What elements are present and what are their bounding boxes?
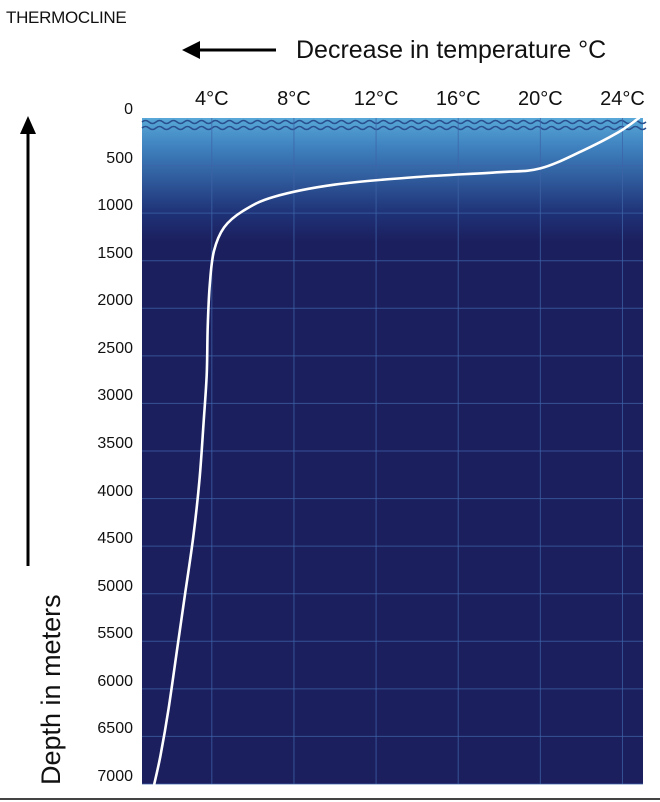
x-tick-label: 8°C xyxy=(277,88,311,110)
y-tick-label: 5500 xyxy=(97,625,133,643)
x-axis-label: Decrease in temperature °C xyxy=(296,36,607,64)
x-tick-label: 4°C xyxy=(195,88,229,110)
y-tick-label: 3500 xyxy=(97,435,133,452)
y-tick-label: 4000 xyxy=(97,482,133,500)
left-arrow-icon xyxy=(182,41,276,59)
bottom-rule xyxy=(0,798,660,800)
y-tick-label: 1000 xyxy=(97,197,133,215)
y-tick-label: 3000 xyxy=(97,387,133,405)
y-tick-label: 0 xyxy=(124,101,133,118)
surface-wave xyxy=(141,125,647,131)
up-arrow-icon xyxy=(20,116,36,566)
x-tick-label: 16°C xyxy=(435,88,481,110)
x-tick-label: 12°C xyxy=(353,88,399,110)
y-tick-label: 6500 xyxy=(97,720,133,738)
temperature-curve xyxy=(153,116,641,786)
y-tick-label: 2500 xyxy=(97,339,133,357)
x-tick-label: 24°C xyxy=(600,88,645,110)
y-tick-label: 6000 xyxy=(97,672,133,690)
y-tick-label: 4500 xyxy=(97,530,133,548)
x-tick-label: 20°C xyxy=(517,88,563,110)
chart-title: THERMOCLINE xyxy=(6,8,127,27)
y-tick-label: 5000 xyxy=(97,577,133,595)
y-tick-label: 1500 xyxy=(97,244,133,262)
y-tick-label: 7000 xyxy=(97,768,133,785)
surface-wave xyxy=(141,119,647,125)
y-tick-label: 2000 xyxy=(97,292,133,310)
y-tick-label: 500 xyxy=(106,149,133,167)
